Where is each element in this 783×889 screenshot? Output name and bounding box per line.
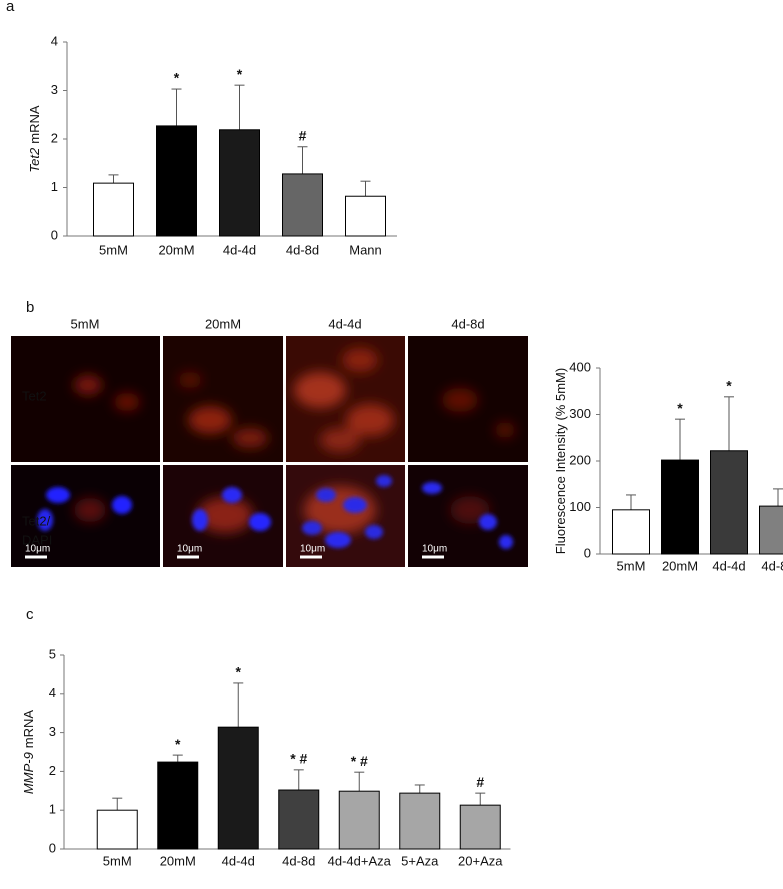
x-tick-label: 5mM [103, 853, 132, 868]
x-tick-label: Mann [349, 242, 382, 257]
x-tick-label: 4d-4d+Aza [328, 853, 392, 868]
column-label: 5mM [71, 316, 100, 331]
y-tick-label: 0 [584, 545, 591, 560]
bar [612, 509, 650, 555]
micrographs [11, 336, 528, 567]
x-tick-label: 20mM [158, 242, 194, 257]
nuclei [37, 475, 513, 549]
bar [710, 450, 748, 555]
x-tick-label: 4d-4d [223, 242, 256, 257]
x-tick-label: 20+Aza [458, 853, 503, 868]
row-label: DAPI [22, 532, 52, 547]
y-tick-label: 200 [569, 452, 591, 467]
y-axis-label-part: mRNA [27, 105, 42, 144]
bar [93, 182, 134, 237]
annotation: * [236, 664, 242, 680]
y-tick-label: 1 [49, 802, 56, 817]
panel-label: b [26, 299, 34, 316]
column-label: 20mM [205, 316, 241, 331]
annotation: * # [290, 751, 307, 767]
bar [338, 790, 380, 850]
bar [345, 195, 386, 237]
annotation: # [299, 127, 307, 143]
column-label: 4d-8d [451, 316, 484, 331]
x-tick-label: 5mM [617, 558, 646, 573]
annotation: * [237, 66, 243, 82]
y-tick-label: 4 [49, 685, 56, 700]
y-tick-label: 5 [49, 646, 56, 661]
y-tick-label: 100 [569, 499, 591, 514]
annotation: * [175, 736, 181, 752]
x-tick-label: 4d-8d [282, 853, 315, 868]
bar [282, 173, 323, 237]
y-tick-label: 3 [49, 724, 56, 739]
annotation: * # [351, 753, 368, 769]
y-tick-label: 300 [569, 406, 591, 421]
y-axis-label-part: mRNA [21, 710, 36, 749]
bar [399, 792, 441, 850]
annotation: * [677, 400, 683, 416]
row-label: Tet2/ [22, 513, 51, 528]
y-tick-label: 1 [51, 179, 58, 194]
x-tick-label: 20mM [662, 558, 698, 573]
row-label: Tet2 [22, 388, 47, 403]
y-tick-label: 400 [569, 359, 591, 374]
scale-label: 10μm [25, 544, 50, 555]
y-tick-label: 0 [51, 227, 58, 242]
bar [96, 809, 138, 850]
annotation: # [476, 774, 484, 790]
bar [661, 459, 699, 555]
x-tick-label: 20mM [160, 853, 196, 868]
x-tick-label: 4d-4d [222, 853, 255, 868]
bar [759, 505, 783, 555]
bar [219, 129, 260, 237]
bar [156, 125, 197, 237]
y-tick-label: 4 [51, 33, 58, 48]
x-tick-label: 4d-8d [761, 558, 783, 573]
x-tick-label: 5+Aza [401, 853, 439, 868]
bar [157, 761, 199, 850]
column-label: 4d-4d [328, 316, 361, 331]
cell-stain [74, 348, 515, 452]
annotation: * [726, 378, 732, 394]
y-axis-label-part: Fluorescence Intensity (% 5mM) [553, 368, 568, 554]
y-axis-label: Tet2 mRNA [27, 105, 42, 172]
y-tick-label: 2 [49, 763, 56, 778]
y-tick-label: 2 [51, 130, 58, 145]
panel-label: a [6, 0, 15, 15]
scale-label: 10μm [177, 544, 202, 555]
bar [278, 789, 320, 850]
y-axis-label-part: MMP-9 [21, 752, 36, 794]
scale-label: 10μm [300, 544, 325, 555]
y-axis-label: MMP-9 mRNA [21, 710, 36, 794]
bar [459, 804, 501, 850]
bar [217, 726, 259, 850]
x-tick-label: 5mM [99, 242, 128, 257]
panel-label: c [26, 606, 34, 623]
annotation: * [174, 70, 180, 86]
y-tick-label: 0 [49, 840, 56, 855]
x-tick-label: 4d-8d [286, 242, 319, 257]
y-axis-label-part: Tet2 [27, 147, 42, 173]
x-tick-label: 4d-4d [712, 558, 745, 573]
scale-label: 10μm [422, 544, 447, 555]
y-tick-label: 3 [51, 82, 58, 97]
y-axis-label: Fluorescence Intensity (% 5mM) [553, 368, 568, 554]
